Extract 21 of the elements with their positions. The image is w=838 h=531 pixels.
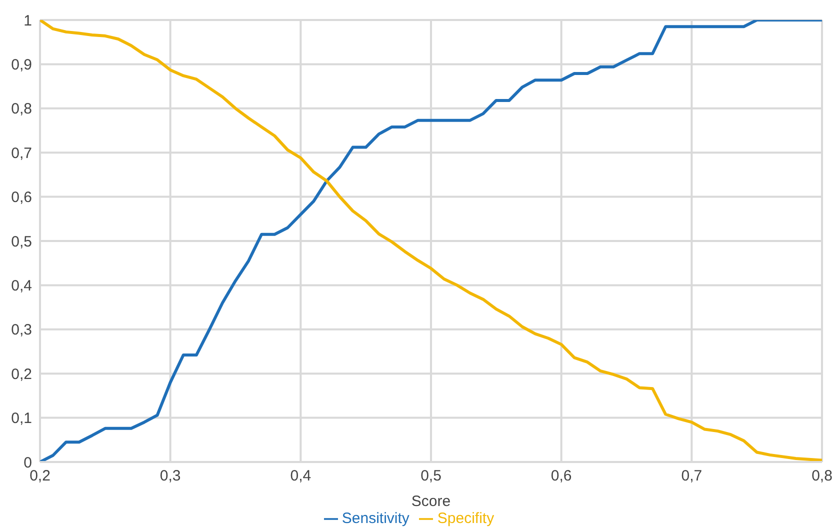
y-tick-label: 0,2	[11, 366, 32, 383]
x-tick-label: 0,6	[550, 468, 572, 485]
y-tick-label: 0,1	[11, 410, 32, 428]
y-tick-label: 1	[24, 12, 32, 30]
legend-label: Specifity	[437, 510, 494, 527]
x-tick-label: 0,7	[681, 468, 702, 485]
line-series	[40, 20, 822, 462]
y-tick-label: 0,8	[11, 100, 32, 118]
y-tick-label: 0,5	[11, 233, 32, 250]
y-tick-label: 0	[24, 454, 32, 472]
y-tick-label: 0,4	[11, 278, 32, 295]
x-tick-label: 0,8	[812, 468, 832, 485]
legend-label: Sensitivity	[342, 510, 410, 527]
y-tick-label: 0,9	[11, 56, 32, 74]
y-tick-label: 0,7	[11, 144, 32, 162]
x-axis-title: Score	[411, 493, 451, 510]
y-tick-label: 0,6	[11, 189, 32, 206]
y-tick-label: 0,3	[11, 322, 32, 339]
x-tick-label: 0,5	[420, 468, 442, 485]
x-tick-label: 0,4	[290, 468, 312, 485]
x-tick-label: 0,3	[160, 468, 181, 485]
